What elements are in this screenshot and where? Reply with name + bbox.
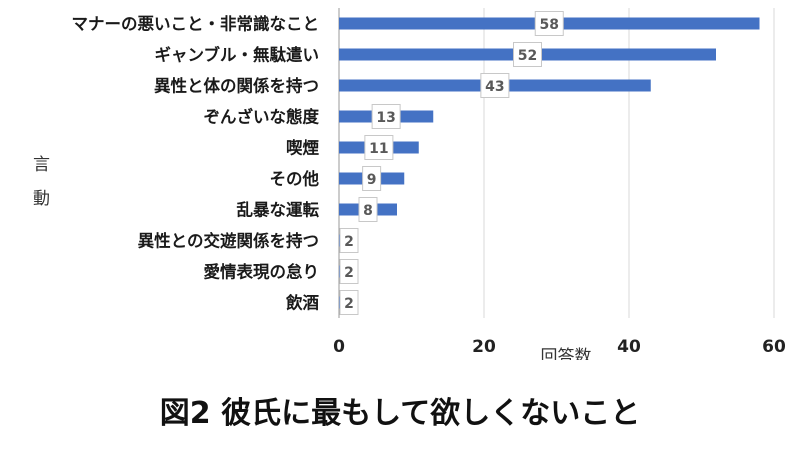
data-label: 43 bbox=[485, 79, 504, 95]
data-label-box bbox=[513, 42, 542, 67]
x-tick-label: 0 bbox=[333, 337, 345, 357]
data-label: 8 bbox=[363, 203, 373, 219]
category-label: 乱暴な運転 bbox=[237, 200, 320, 220]
data-label-box bbox=[371, 104, 401, 129]
data-label-box bbox=[534, 11, 564, 36]
category-label: マナーの悪いこと・非常識なこと bbox=[72, 14, 320, 34]
data-label: 58 bbox=[540, 17, 559, 33]
y-axis-label-char: 言 bbox=[33, 155, 50, 175]
data-label-box bbox=[339, 290, 359, 315]
bars bbox=[339, 17, 760, 309]
bar-chart: マナーの悪いこと・非常識なことギャンブル・無駄遣い異性と体の関係を持つぞんざいな… bbox=[72, 8, 786, 360]
category-label: その他 bbox=[270, 169, 320, 189]
data-label: 2 bbox=[344, 265, 354, 281]
figure-caption: 図2 彼氏に最もして欲しくないこと bbox=[159, 396, 641, 431]
x-tick-labels: 0 20 40 60 bbox=[333, 337, 786, 357]
data-label: 13 bbox=[376, 110, 395, 126]
y-axis-label-char: 動 bbox=[33, 189, 50, 209]
data-label-box bbox=[362, 166, 382, 191]
category-label: ギャンブル・無駄遣い bbox=[154, 45, 319, 65]
category-label: 異性と体の関係を持つ bbox=[154, 76, 319, 96]
data-label: 11 bbox=[369, 141, 388, 157]
data-label: 9 bbox=[367, 172, 377, 188]
category-label: 異性との交遊関係を持つ bbox=[138, 231, 319, 251]
category-label: 喫煙 bbox=[286, 139, 320, 158]
x-tick-label: 20 bbox=[472, 337, 496, 357]
data-label-box bbox=[364, 135, 394, 160]
category-label: 愛情表現の怠り bbox=[204, 262, 320, 282]
category-label: ぞんざいな態度 bbox=[204, 107, 320, 127]
data-label-box bbox=[339, 228, 359, 253]
data-label-box bbox=[358, 197, 378, 222]
data-label: 2 bbox=[344, 234, 354, 250]
x-tick-label: 60 bbox=[762, 337, 786, 357]
data-label-box bbox=[339, 259, 359, 284]
x-tick-label: 40 bbox=[617, 337, 641, 357]
category-labels: マナーの悪いこと・非常識なことギャンブル・無駄遣い異性と体の関係を持つぞんざいな… bbox=[72, 14, 320, 313]
data-label: 52 bbox=[518, 48, 537, 64]
data-label-box bbox=[480, 73, 510, 98]
x-axis-label: 回答数 bbox=[541, 347, 592, 360]
data-label: 2 bbox=[344, 296, 354, 312]
category-label: 飲酒 bbox=[285, 293, 320, 313]
